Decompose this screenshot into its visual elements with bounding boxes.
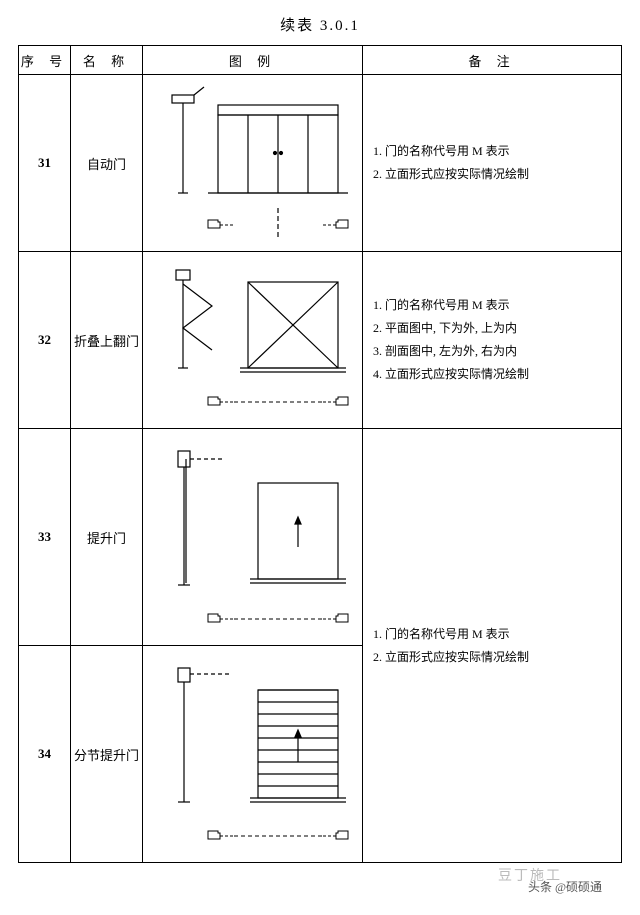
note-line: 1. 门的名称代号用 M 表示	[373, 140, 611, 163]
note-line: 1. 门的名称代号用 M 表示	[373, 294, 611, 317]
table-row: 33提升门 1. 门的名称代号用 M 表示2. 立面形式应按实际情况绘制	[19, 429, 622, 646]
header-name: 名 称	[71, 46, 143, 75]
header-row: 序 号 名 称 图 例 备 注	[19, 46, 622, 75]
row-diagram	[143, 75, 363, 252]
table-title: 续表 3.0.1	[18, 14, 622, 35]
note-line: 2. 平面图中, 下为外, 上为内	[373, 317, 611, 340]
row-diagram	[143, 429, 363, 646]
note-line: 1. 门的名称代号用 M 表示	[373, 623, 611, 646]
row-diagram	[143, 646, 363, 863]
row-number: 34	[19, 646, 71, 863]
header-notes: 备 注	[363, 46, 622, 75]
row-number: 31	[19, 75, 71, 252]
row-notes: 1. 门的名称代号用 M 表示2. 平面图中, 下为外, 上为内3. 剖面图中,…	[363, 252, 622, 429]
row-number: 33	[19, 429, 71, 646]
continuation-table: 序 号 名 称 图 例 备 注 31自动门	[18, 45, 622, 863]
note-line: 2. 立面形式应按实际情况绘制	[373, 163, 611, 186]
row-name: 分节提升门	[71, 646, 143, 863]
table-row: 32折叠上翻门 1. 门的名称代号用 M 表示2. 平面图中, 下为外, 上为内…	[19, 252, 622, 429]
credit: 头条 @硕硕通	[528, 878, 602, 895]
note-line: 2. 立面形式应按实际情况绘制	[373, 646, 611, 669]
note-line: 4. 立面形式应按实际情况绘制	[373, 363, 611, 386]
header-num: 序 号	[19, 46, 71, 75]
row-number: 32	[19, 252, 71, 429]
row-name: 自动门	[71, 75, 143, 252]
row-name: 折叠上翻门	[71, 252, 143, 429]
note-line: 3. 剖面图中, 左为外, 右为内	[373, 340, 611, 363]
table-row: 31自动门 1. 门的名称代号用 M 表示2. 立面形式应按实际情况绘制	[19, 75, 622, 252]
row-diagram	[143, 252, 363, 429]
row-name: 提升门	[71, 429, 143, 646]
row-notes: 1. 门的名称代号用 M 表示2. 立面形式应按实际情况绘制	[363, 75, 622, 252]
row-notes: 1. 门的名称代号用 M 表示2. 立面形式应按实际情况绘制	[363, 429, 622, 863]
header-diagram: 图 例	[143, 46, 363, 75]
